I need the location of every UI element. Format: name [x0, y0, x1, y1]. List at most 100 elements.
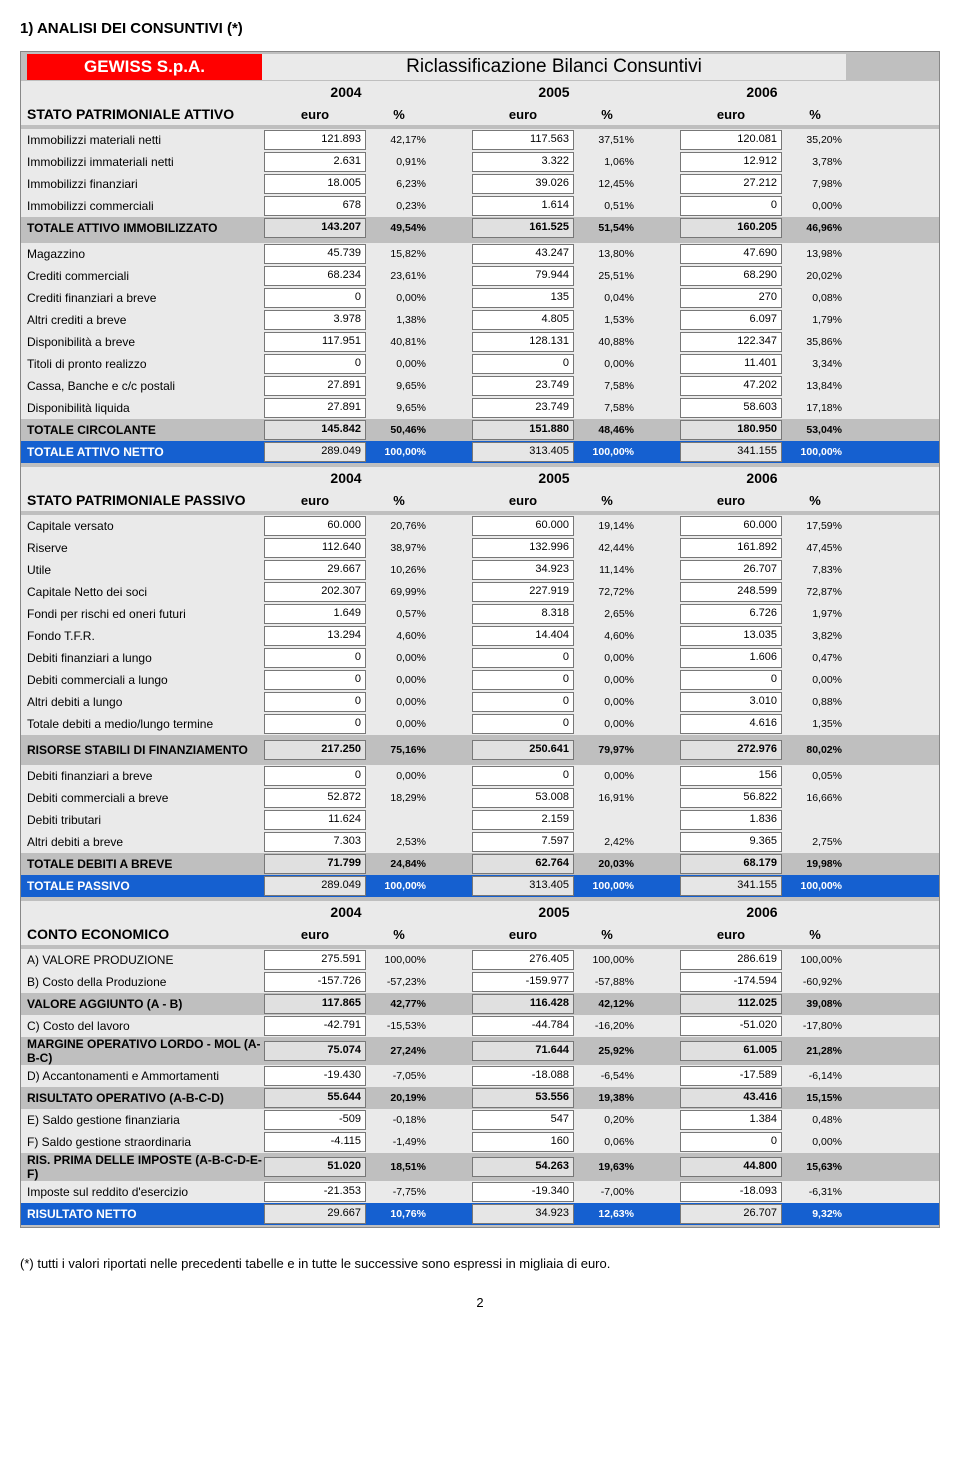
- col-euro-label: euro: [262, 107, 368, 122]
- value-cell: 117.951: [264, 332, 366, 352]
- pct-cell: 17,59%: [784, 520, 846, 532]
- value-cell: 26.707: [680, 1204, 782, 1224]
- value-cell: 128.131: [472, 332, 574, 352]
- data-row: TOTALE ATTIVO IMMOBILIZZATO143.20749,54%…: [21, 217, 939, 239]
- data-row: Fondi per rischi ed oneri futuri1.6490,5…: [21, 603, 939, 625]
- value-cell: 547: [472, 1110, 574, 1130]
- pct-cell: 100,00%: [576, 954, 638, 966]
- row-label: Debiti commerciali a breve: [27, 791, 262, 805]
- value-cell: 286.619: [680, 950, 782, 970]
- pct-cell: 16,66%: [784, 792, 846, 804]
- data-row: Debiti finanziari a breve00,00%00,00%156…: [21, 765, 939, 787]
- data-row: C) Costo del lavoro-42.791-15,53%-44.784…: [21, 1015, 939, 1037]
- value-cell: 0: [264, 714, 366, 734]
- pct-cell: 9,65%: [368, 402, 430, 414]
- pct-cell: 1,97%: [784, 608, 846, 620]
- pct-cell: 10,26%: [368, 564, 430, 576]
- section-header-label: CONTO ECONOMICO: [27, 926, 262, 942]
- pct-cell: 19,14%: [576, 520, 638, 532]
- row-label: MARGINE OPERATIVO LORDO - MOL (A-B-C): [27, 1037, 262, 1065]
- pct-cell: 19,63%: [576, 1161, 638, 1173]
- footnote-text: (*) tutti i valori riportati nelle prece…: [20, 1256, 940, 1271]
- value-cell: 52.872: [264, 788, 366, 808]
- pct-cell: 0,00%: [576, 652, 638, 664]
- value-cell: 112.025: [680, 994, 782, 1014]
- value-cell: 289.049: [264, 876, 366, 896]
- value-cell: -51.020: [680, 1016, 782, 1036]
- pct-cell: 0,00%: [368, 770, 430, 782]
- value-cell: 75.074: [264, 1041, 366, 1061]
- value-cell: 122.347: [680, 332, 782, 352]
- pct-cell: 25,92%: [576, 1045, 638, 1057]
- year-label: 2004: [262, 904, 430, 920]
- value-cell: 0: [264, 648, 366, 668]
- pct-cell: 50,46%: [368, 424, 430, 436]
- value-cell: 341.155: [680, 876, 782, 896]
- pct-cell: -57,88%: [576, 976, 638, 988]
- pct-cell: 19,98%: [784, 858, 846, 870]
- pct-cell: 18,51%: [368, 1161, 430, 1173]
- value-cell: 161.892: [680, 538, 782, 558]
- section-header-row: STATO PATRIMONIALE PASSIVOeuro%euro%euro…: [21, 489, 939, 511]
- data-row: RIS. PRIMA DELLE IMPOSTE (A-B-C-D-E-F)51…: [21, 1153, 939, 1181]
- value-cell: 313.405: [472, 442, 574, 462]
- value-cell: 180.950: [680, 420, 782, 440]
- pct-cell: 0,51%: [576, 200, 638, 212]
- data-row: TOTALE CIRCOLANTE145.84250,46%151.88048,…: [21, 419, 939, 441]
- section-header-label: STATO PATRIMONIALE ATTIVO: [27, 106, 262, 122]
- value-cell: -21.353: [264, 1182, 366, 1202]
- pct-cell: 0,47%: [784, 652, 846, 664]
- value-cell: 68.290: [680, 266, 782, 286]
- data-row: Capitale Netto dei soci202.30769,99%227.…: [21, 581, 939, 603]
- pct-cell: 7,98%: [784, 178, 846, 190]
- pct-cell: -60,92%: [784, 976, 846, 988]
- data-row: D) Accantonamenti e Ammortamenti-19.430-…: [21, 1065, 939, 1087]
- pct-cell: 35,86%: [784, 336, 846, 348]
- row-label: RISORSE STABILI DI FINANZIAMENTO: [27, 743, 262, 757]
- value-cell: 4.805: [472, 310, 574, 330]
- value-cell: 156: [680, 766, 782, 786]
- pct-cell: 79,97%: [576, 744, 638, 756]
- data-row: Debiti tributari11.6242.1591.836: [21, 809, 939, 831]
- year-label: 2006: [678, 904, 846, 920]
- value-cell: 0: [472, 714, 574, 734]
- value-cell: 27.212: [680, 174, 782, 194]
- pct-cell: 0,20%: [576, 1114, 638, 1126]
- value-cell: 43.247: [472, 244, 574, 264]
- value-cell: 116.428: [472, 994, 574, 1014]
- pct-cell: -6,31%: [784, 1186, 846, 1198]
- pct-cell: 51,54%: [576, 222, 638, 234]
- value-cell: 11.401: [680, 354, 782, 374]
- pct-cell: 72,87%: [784, 586, 846, 598]
- value-cell: 71.799: [264, 854, 366, 874]
- row-label: Altri debiti a breve: [27, 835, 262, 849]
- value-cell: 14.404: [472, 626, 574, 646]
- value-cell: 44.800: [680, 1157, 782, 1177]
- pct-cell: -57,23%: [368, 976, 430, 988]
- row-label: Crediti finanziari a breve: [27, 291, 262, 305]
- pct-cell: 0,00%: [368, 674, 430, 686]
- col-pct-label: %: [576, 493, 638, 508]
- pct-cell: 15,63%: [784, 1161, 846, 1173]
- pct-cell: 0,06%: [576, 1136, 638, 1148]
- value-cell: 54.263: [472, 1157, 574, 1177]
- row-label: TOTALE ATTIVO NETTO: [27, 445, 262, 459]
- data-row: F) Saldo gestione straordinaria-4.115-1,…: [21, 1131, 939, 1153]
- year-label: 2006: [678, 470, 846, 486]
- value-cell: 132.996: [472, 538, 574, 558]
- pct-cell: 15,15%: [784, 1092, 846, 1104]
- col-euro-label: euro: [470, 107, 576, 122]
- pct-cell: 3,34%: [784, 358, 846, 370]
- row-label: Totale debiti a medio/lungo termine: [27, 717, 262, 731]
- value-cell: 47.690: [680, 244, 782, 264]
- pct-cell: 0,05%: [784, 770, 846, 782]
- col-pct-label: %: [784, 493, 846, 508]
- row-label: TOTALE PASSIVO: [27, 879, 262, 893]
- value-cell: 0: [472, 670, 574, 690]
- pct-cell: 0,08%: [784, 292, 846, 304]
- value-cell: 0: [472, 692, 574, 712]
- pct-cell: 1,38%: [368, 314, 430, 326]
- value-cell: 68.179: [680, 854, 782, 874]
- value-cell: -174.594: [680, 972, 782, 992]
- row-label: Imposte sul reddito d'esercizio: [27, 1185, 262, 1199]
